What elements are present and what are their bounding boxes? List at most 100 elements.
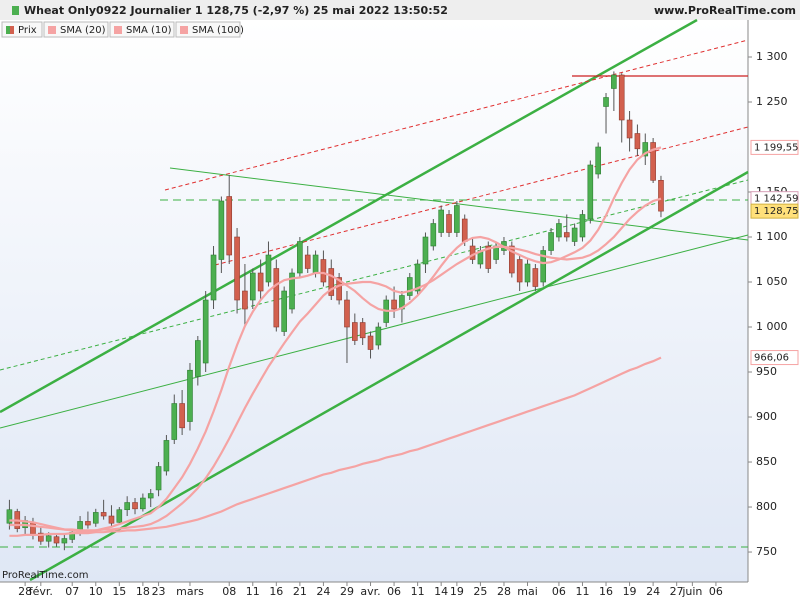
x-tick-label: 27	[670, 585, 684, 598]
candle-body	[163, 440, 170, 472]
logo	[12, 6, 19, 15]
candle-body	[155, 466, 162, 491]
price-label-box	[750, 139, 799, 155]
x-tick-label: 24	[646, 585, 660, 598]
x-tick-label: 21	[293, 585, 307, 598]
candle-body	[171, 403, 178, 440]
candle-body	[85, 521, 91, 526]
y-tick-label: 950	[756, 365, 777, 378]
candle-body	[179, 403, 185, 429]
candle-body	[45, 535, 52, 542]
candle-body	[658, 180, 664, 212]
candle-body	[336, 277, 342, 301]
candle-body	[414, 263, 421, 292]
candle-body	[626, 119, 633, 139]
price-label: 1 199,55	[754, 142, 799, 153]
candle-body	[540, 250, 547, 283]
trendline	[0, 179, 749, 371]
candle-body	[563, 232, 570, 238]
x-tick-label: 10	[89, 585, 103, 598]
candle-body	[273, 268, 280, 328]
x-tick-label: juin	[681, 585, 702, 598]
legend-box	[43, 21, 109, 38]
candle-body	[147, 493, 154, 499]
x-tick-label: 06	[387, 585, 401, 598]
sma-line	[9, 356, 662, 537]
x-tick-label: févr.	[29, 585, 53, 598]
y-tick-label: 850	[756, 455, 777, 468]
x-tick-label: 11	[411, 585, 425, 598]
candle-body	[195, 340, 201, 377]
x-tick-label: 06	[552, 585, 566, 598]
candle-body	[226, 196, 233, 256]
x-tick-label: 07	[65, 585, 79, 598]
candle-body	[446, 214, 452, 233]
x-tick-label: 16	[599, 585, 613, 598]
candle-body	[38, 532, 44, 542]
y-tick-label: 1 100	[756, 230, 788, 243]
candle-body	[249, 272, 256, 301]
legend-swatch	[180, 26, 188, 34]
trendline	[214, 126, 749, 266]
candle-body	[595, 146, 601, 175]
candle-body	[532, 268, 539, 287]
y-tick-label: 1 000	[756, 320, 788, 333]
trendline	[169, 167, 749, 241]
price-label: 1 128,75	[754, 206, 799, 217]
candle-body	[438, 209, 444, 233]
candle-body	[108, 515, 115, 524]
candle-body	[30, 522, 36, 535]
x-tick-label: 25	[473, 585, 487, 598]
x-tick-label: 11	[246, 585, 260, 598]
candle-body	[242, 290, 248, 310]
candle-body	[257, 272, 264, 292]
x-tick-label: 28	[497, 585, 511, 598]
candle-body	[516, 259, 523, 283]
candle-body	[132, 502, 138, 510]
x-tick-label: 28	[18, 585, 32, 598]
candle-body	[92, 512, 99, 524]
legend-label: Prix	[18, 25, 37, 36]
x-tick-label: 06	[709, 585, 723, 598]
candle-body	[454, 205, 460, 233]
candle-body	[634, 133, 641, 150]
trendlines	[0, 18, 749, 582]
x-tick-label: 11	[575, 585, 589, 598]
x-tick-label: 23	[152, 585, 166, 598]
candle-body	[140, 497, 146, 510]
candle-body	[328, 268, 335, 296]
x-tick-label: 19	[623, 585, 637, 598]
x-tick-label: 19	[450, 585, 464, 598]
candle-body	[187, 369, 193, 422]
x-tick-label: 18	[136, 585, 150, 598]
legend-label: SMA (20)	[60, 25, 106, 36]
y-tick-label: 1 300	[756, 50, 788, 63]
x-tick-label: 16	[269, 585, 283, 598]
candle-body	[53, 536, 60, 544]
candle-body	[265, 254, 272, 283]
legend-box	[109, 21, 175, 38]
x-tick-label: avr.	[360, 585, 380, 598]
trendline	[164, 39, 749, 191]
candle-body	[650, 142, 656, 181]
candle-body	[218, 200, 225, 260]
x-tick-label: 29	[340, 585, 354, 598]
candle-body	[461, 218, 468, 242]
candle-body	[579, 214, 586, 238]
sma-line	[9, 146, 662, 533]
legend-label: SMA (100)	[192, 25, 244, 36]
candle-body	[344, 299, 350, 328]
candle-body	[406, 277, 413, 296]
candle-body	[352, 322, 358, 341]
price-label-box	[750, 203, 799, 219]
candle-body	[289, 272, 295, 310]
candle-body	[281, 290, 287, 332]
x-tick-label: 14	[434, 585, 448, 598]
price-label-box	[750, 350, 799, 366]
x-tick-label: 15	[112, 585, 126, 598]
candle-body	[367, 335, 374, 350]
candle-body	[587, 164, 594, 220]
plot-area	[0, 20, 748, 582]
x-tick-label: mai	[517, 585, 538, 598]
